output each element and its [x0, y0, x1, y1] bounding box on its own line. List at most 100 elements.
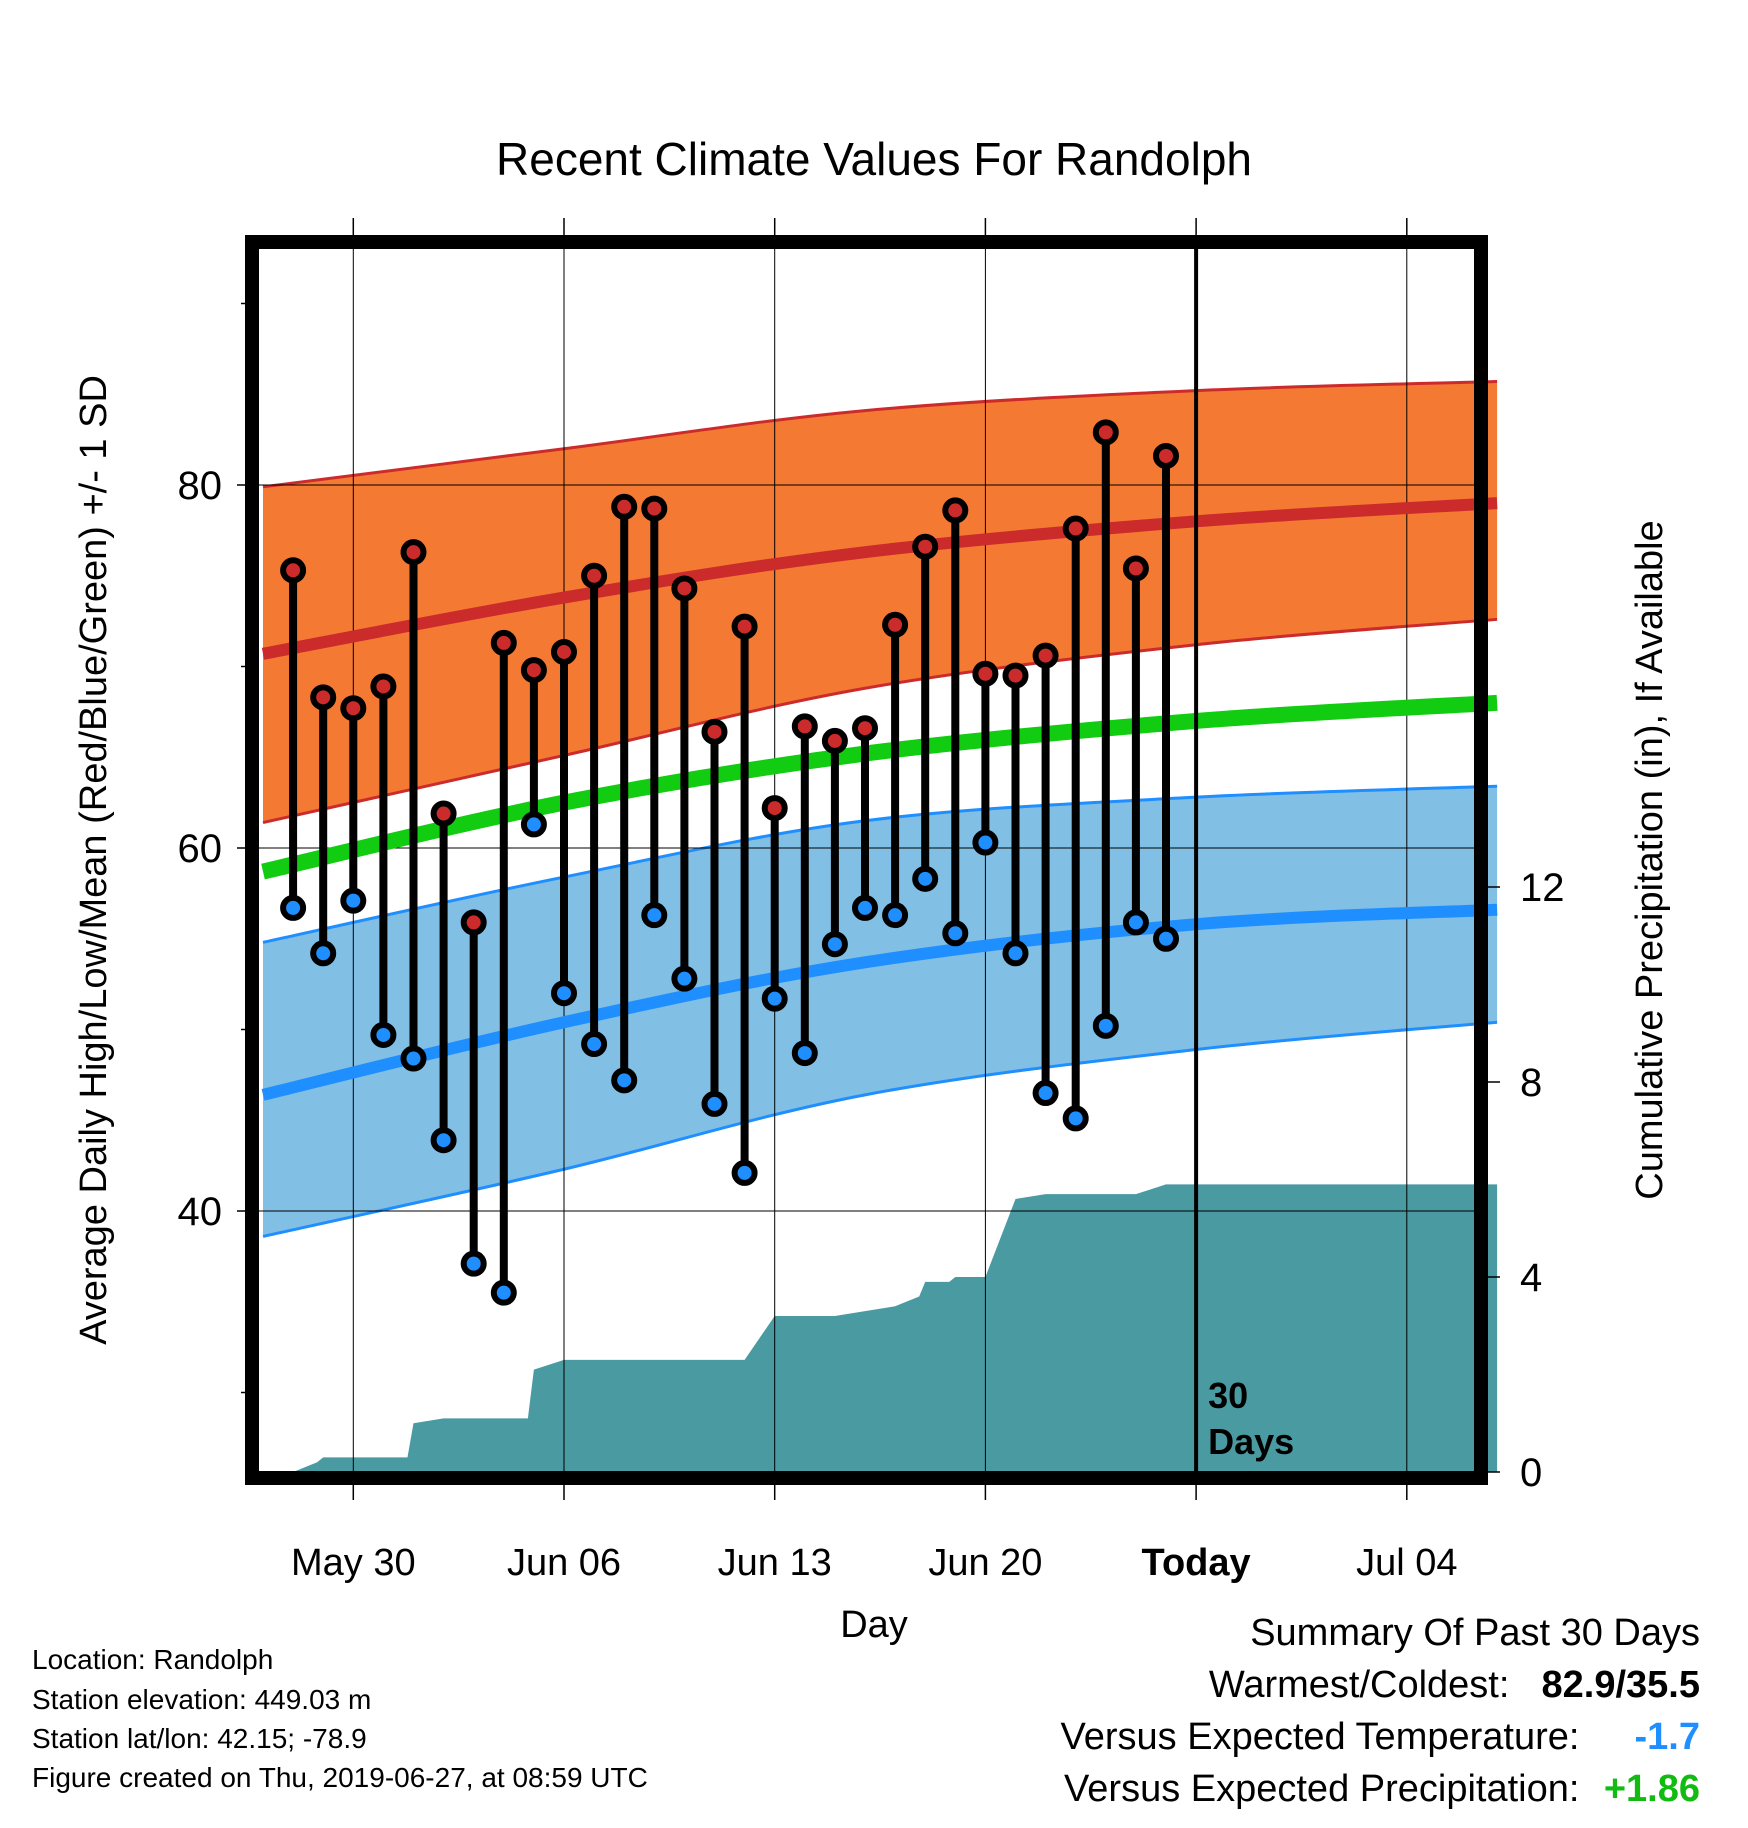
daily-low-point	[460, 1250, 487, 1277]
daily-low-point	[641, 902, 668, 929]
daily-low-point	[821, 931, 848, 958]
daily-dots	[280, 419, 1179, 1306]
plot-border	[245, 235, 1488, 1485]
daily-high-point	[490, 629, 517, 656]
daily-high-point	[1062, 515, 1089, 542]
daily-high-point	[280, 557, 307, 584]
daily-high-point	[701, 718, 728, 745]
daily-low-point	[340, 887, 367, 914]
daily-high-point	[310, 684, 337, 711]
high-sd-band-upper-edge	[262, 380, 1498, 489]
daily-high-point	[671, 575, 698, 602]
daily-high-point	[791, 713, 818, 740]
daily-high-point	[912, 533, 939, 560]
plot-frame	[245, 235, 1488, 1485]
daily-high-point	[1153, 442, 1179, 469]
normal-low-line	[261, 903, 1498, 1101]
summary-heading: Summary Of Past 30 Days	[1250, 1612, 1700, 1654]
daily-low-point	[310, 940, 337, 967]
daily-high-point	[581, 562, 608, 589]
daily-high-point	[1122, 555, 1149, 582]
today-days-label: Days	[1208, 1421, 1294, 1462]
daily-high-point	[942, 497, 969, 524]
summary-temp-value: -1.7	[1634, 1716, 1700, 1758]
daily-high-point	[370, 673, 397, 700]
daily-low-point	[942, 920, 969, 947]
daily-low-point	[761, 985, 788, 1012]
daily-low-point	[280, 894, 307, 921]
daily-low-point	[1153, 925, 1179, 952]
x-axis-label: Day	[840, 1604, 908, 1646]
high-sd-band	[263, 381, 1498, 823]
daily-low-point	[701, 1090, 728, 1117]
daily-low-point	[912, 865, 939, 892]
y2-tick-label: 8	[1520, 1061, 1542, 1105]
footer-created: Figure created on Thu, 2019-06-27, at 08…	[32, 1762, 648, 1793]
y-tick-label: 40	[178, 1190, 223, 1234]
daily-high-point	[520, 657, 547, 684]
daily-high-point	[972, 660, 999, 687]
summary-warmest-value: 82.9/35.5	[1541, 1664, 1700, 1706]
low-sd-band-lower-edge	[262, 1020, 1498, 1238]
summary-temp: Versus Expected Temperature: -1.7	[1061, 1716, 1700, 1759]
summary-precip-value: +1.86	[1603, 1768, 1700, 1810]
daily-low-point	[370, 1021, 397, 1048]
daily-low-point	[611, 1067, 638, 1094]
summary-warmest-label: Warmest/Coldest:	[1208, 1664, 1510, 1706]
precip-area	[263, 1184, 1498, 1472]
normal-bands	[262, 380, 1498, 1238]
footer-latlon: Station lat/lon: 42.15; -78.9	[32, 1723, 367, 1754]
daily-high-point	[641, 495, 668, 522]
x-tick-label: Today	[1142, 1542, 1251, 1584]
daily-low-point	[581, 1031, 608, 1058]
x-tick-label: Jun 20	[928, 1542, 1042, 1584]
daily-low-point	[882, 902, 909, 929]
x-tick-label: May 30	[291, 1542, 416, 1584]
y2-axis-label: Cumulative Precipitation (in), If Availa…	[1629, 520, 1671, 1199]
x-tick-label: Jul 04	[1356, 1542, 1457, 1584]
daily-high-point	[340, 695, 367, 722]
y2-tick-label: 0	[1520, 1451, 1542, 1495]
daily-low-point	[1092, 1012, 1119, 1039]
daily-high-point	[611, 493, 638, 520]
daily-low-point	[520, 811, 547, 838]
y2-tick-label: 4	[1520, 1256, 1542, 1300]
daily-low-point	[490, 1279, 517, 1306]
y2-tick-label: 12	[1520, 866, 1565, 910]
daily-low-point	[430, 1127, 457, 1154]
daily-low-point	[852, 894, 878, 921]
cumulative-precip-area	[263, 1184, 1498, 1472]
y-tick-label: 80	[178, 464, 223, 508]
low-sd-band	[263, 786, 1498, 1237]
daily-low-point	[1032, 1080, 1059, 1107]
daily-low-point	[1002, 940, 1029, 967]
daily-high-point	[882, 611, 909, 638]
axes: 40 60 80 0 4 8 12 May 30 Jun 06 Jun 13 Jun 20 Today…	[73, 218, 1671, 1646]
summary-warmest: Warmest/Coldest: 82.9/35.5	[1209, 1664, 1700, 1707]
daily-high-point	[1032, 642, 1059, 669]
daily-high-point	[852, 715, 878, 742]
daily-low-point	[400, 1045, 427, 1072]
daily-high-point	[1002, 662, 1029, 689]
daily-high-point	[430, 800, 457, 827]
chart-title: Recent Climate Values For Randolph	[496, 133, 1252, 185]
daily-high-point	[821, 727, 848, 754]
daily-low-point	[551, 980, 577, 1007]
daily-high-point	[761, 795, 788, 822]
daily-high-point	[1092, 419, 1119, 446]
daily-range-stems	[289, 432, 1170, 1293]
high-sd-band-lower-edge	[262, 617, 1498, 825]
daily-low-point	[1122, 909, 1149, 936]
daily-high-point	[460, 909, 487, 936]
summary-precip: Versus Expected Precipitation: +1.86	[1064, 1768, 1700, 1811]
daily-low-point	[1062, 1105, 1089, 1132]
daily-low-point	[671, 965, 698, 992]
summary-precip-label: Versus Expected Precipitation:	[1064, 1768, 1580, 1810]
footer-location: Location: Randolph	[32, 1644, 274, 1675]
summary-temp-label: Versus Expected Temperature:	[1060, 1716, 1580, 1758]
y-axis-label: Average Daily High/Low/Mean (Red/Blue/Gr…	[73, 375, 115, 1345]
x-tick-label: Jun 06	[507, 1542, 621, 1584]
y-tick-label: 60	[178, 827, 223, 871]
footer-elevation: Station elevation: 449.03 m	[32, 1684, 372, 1715]
